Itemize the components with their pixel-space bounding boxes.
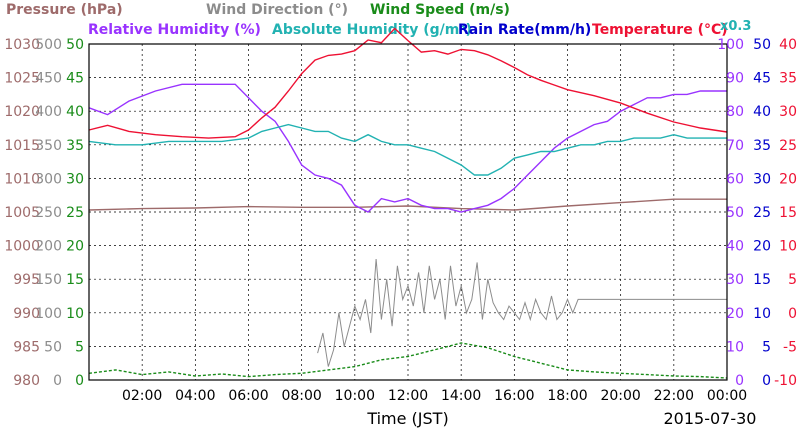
relative-humidity-tick-label: 80 (726, 104, 744, 120)
legend-pressure: Pressure (hPa) (6, 2, 123, 18)
wind-direction-tick-label: 50 (44, 339, 62, 355)
wind-direction-tick-label: 350 (35, 138, 62, 154)
wind-speed-tick-label: 35 (66, 138, 84, 154)
rain-rate-tick-label: 40 (753, 104, 771, 120)
wind-direction-tick-label: 400 (35, 104, 62, 120)
pressure-tick-label: 1005 (4, 205, 40, 221)
wind-speed-tick-label: 50 (66, 37, 84, 53)
temperature-tick-label: 35 (779, 71, 797, 87)
wind-direction-tick-label: 0 (53, 373, 62, 389)
x-tick-label: 20:00 (600, 388, 640, 404)
wind-speed-tick-label: 40 (66, 104, 84, 120)
temperature-tick-label: 30 (779, 104, 797, 120)
wind-speed-tick-label: 5 (75, 339, 84, 355)
wind-speed-tick-label: 45 (66, 71, 84, 87)
abs-humidity-scale-label: x0.3 (720, 19, 751, 34)
x-tick-label: 18:00 (547, 388, 587, 404)
rain-rate-tick-label: 15 (753, 272, 771, 288)
wind-direction-tick-label: 150 (35, 272, 62, 288)
pressure-tick-label: 990 (13, 306, 40, 322)
legend-absolute-humidity: Absolute Humidity (g/m³) (272, 22, 472, 38)
x-tick-label: 02:00 (122, 388, 162, 404)
rain-rate-tick-label: 10 (753, 306, 771, 322)
wind-speed-tick-label: 15 (66, 272, 84, 288)
rain-rate-tick-label: 50 (753, 37, 771, 53)
wind-direction-tick-label: 300 (35, 171, 62, 187)
series-line-pressure-hpa (88, 198, 727, 211)
series-line-wind-direction (317, 258, 727, 367)
relative-humidity-tick-label: 40 (726, 239, 744, 255)
relative-humidity-tick-label: 60 (726, 171, 744, 187)
x-axis-title: Time (JST) (366, 409, 448, 428)
pressure-tick-label: 995 (13, 272, 40, 288)
wind-speed-tick-label: 10 (66, 306, 84, 322)
temperature-tick-label: -10 (774, 373, 797, 389)
wind-speed-tick-label: 25 (66, 205, 84, 221)
wind-direction-tick-label: 250 (35, 205, 62, 221)
temperature-tick-label: -5 (783, 339, 797, 355)
pressure-tick-label: 985 (13, 339, 40, 355)
rain-rate-tick-label: 35 (753, 138, 771, 154)
rain-rate-tick-label: 5 (762, 339, 771, 355)
pressure-tick-label: 1020 (4, 104, 40, 120)
x-tick-label: 22:00 (654, 388, 694, 404)
legend-temperature: Temperature (°C) (592, 22, 728, 38)
x-tick-label: 06:00 (228, 388, 268, 404)
rain-rate-tick-label: 25 (753, 205, 771, 221)
x-tick-label: 12:00 (388, 388, 428, 404)
relative-humidity-tick-label: 90 (726, 71, 744, 87)
relative-humidity-tick-label: 0 (735, 373, 744, 389)
pressure-tick-label: 980 (13, 373, 40, 389)
temperature-tick-label: 15 (779, 205, 797, 221)
relative-humidity-tick-label: 100 (717, 37, 744, 53)
series-line-absolute-humidity-g-m (88, 123, 727, 176)
legend-relative-humidity: Relative Humidity (%) (88, 22, 261, 38)
x-tick-label: 04:00 (175, 388, 215, 404)
rain-rate-tick-label: 45 (753, 71, 771, 87)
x-tick-label: 00:00 (707, 388, 747, 404)
legend-wind-speed: Wind Speed (m/s) (370, 2, 510, 18)
temperature-tick-label: 20 (779, 171, 797, 187)
series-line-wind-speed-m-s (88, 342, 728, 379)
legend-rain-rate: Rain Rate(mm/h) (458, 22, 591, 38)
temperature-tick-label: 0 (788, 306, 797, 322)
rain-rate-tick-label: 0 (762, 373, 771, 389)
wind-direction-tick-label: 100 (35, 306, 62, 322)
pressure-tick-label: 1025 (4, 71, 40, 87)
temperature-tick-label: 10 (779, 239, 797, 255)
wind-speed-tick-label: 0 (75, 373, 84, 389)
relative-humidity-tick-label: 10 (726, 339, 744, 355)
wind-speed-tick-label: 20 (66, 239, 84, 255)
temperature-tick-label: 5 (788, 272, 797, 288)
x-tick-label: 08:00 (281, 388, 321, 404)
wind-direction-tick-label: 500 (35, 37, 62, 53)
series-line-relative-humidity (88, 83, 727, 213)
rain-rate-tick-label: 20 (753, 239, 771, 255)
legend-wind-direction: Wind Direction (°) (206, 2, 348, 18)
wind-speed-tick-label: 30 (66, 171, 84, 187)
relative-humidity-tick-label: 70 (726, 138, 744, 154)
rain-rate-tick-label: 30 (753, 171, 771, 187)
relative-humidity-tick-label: 30 (726, 272, 744, 288)
series-group (88, 27, 728, 379)
pressure-tick-label: 1030 (4, 37, 40, 53)
pressure-tick-label: 1010 (4, 171, 40, 187)
grid (89, 44, 727, 380)
x-tick-label: 16:00 (494, 388, 534, 404)
plot-frame (88, 43, 728, 381)
axes-group: 02:00 04:00 06:00 08:00 10:00 12:00 14:00 16:00… (4, 37, 797, 404)
wind-direction-tick-label: 450 (35, 71, 62, 87)
pressure-tick-label: 1000 (4, 239, 40, 255)
temperature-tick-label: 40 (779, 37, 797, 53)
relative-humidity-tick-label: 50 (726, 205, 744, 221)
x-tick-label: 10:00 (335, 388, 375, 404)
date-label: 2015-07-30 (664, 409, 757, 428)
series-line-temperature-c (88, 27, 728, 139)
temperature-tick-label: 25 (779, 138, 797, 154)
relative-humidity-tick-label: 20 (726, 306, 744, 322)
x-tick-label: 14:00 (441, 388, 481, 404)
pressure-tick-label: 1015 (4, 138, 40, 154)
wind-direction-tick-label: 200 (35, 239, 62, 255)
